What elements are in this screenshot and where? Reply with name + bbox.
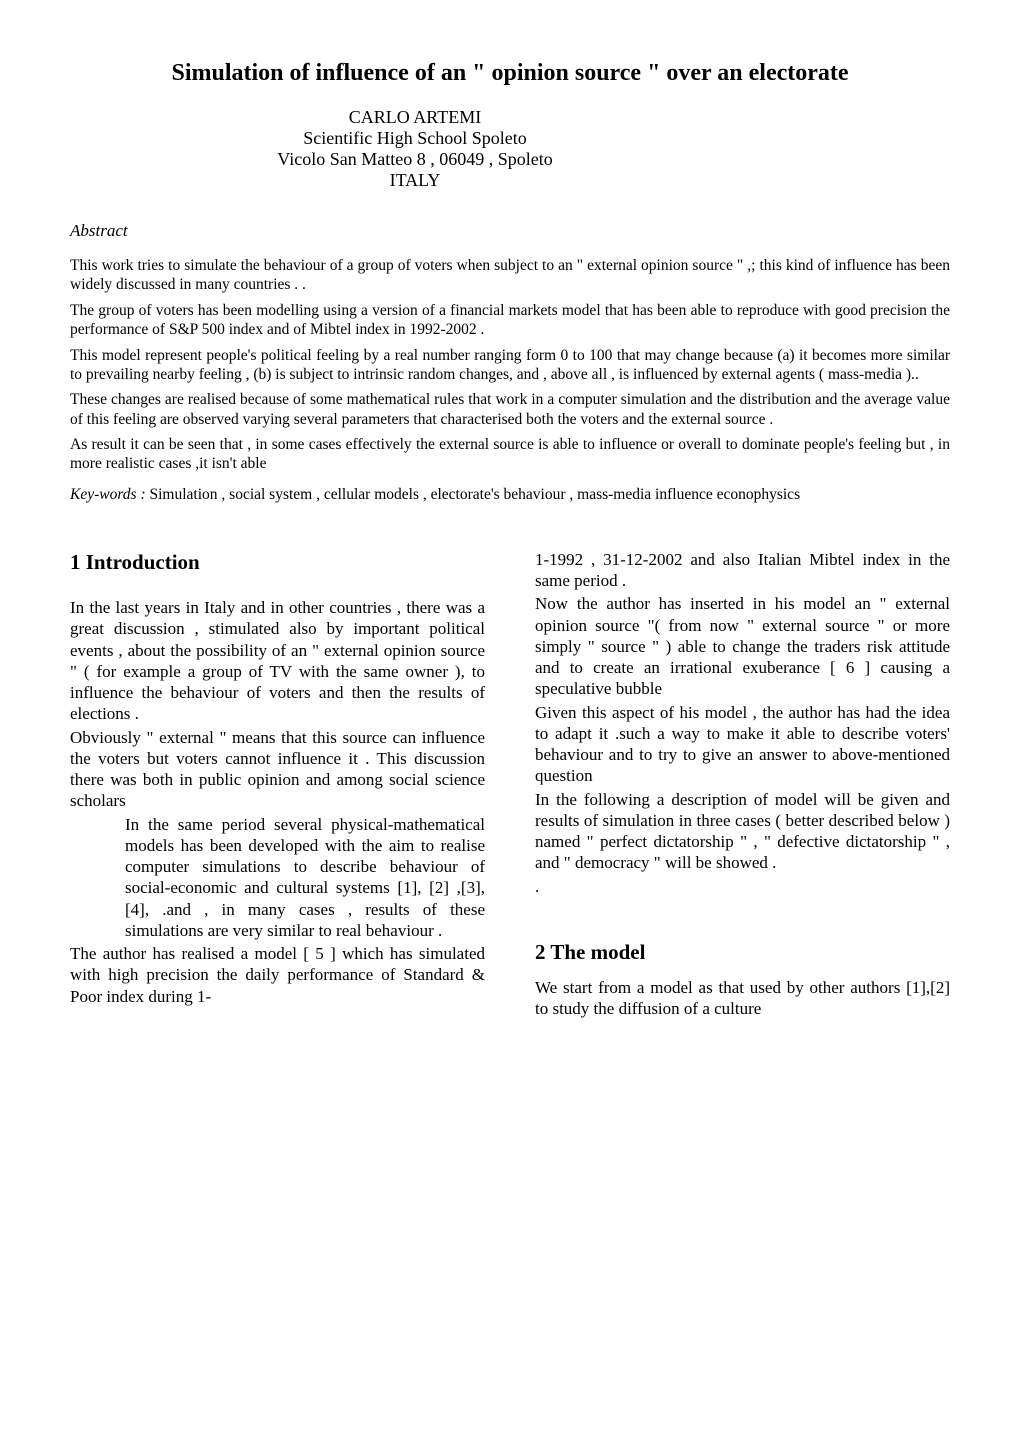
abstract-paragraph: This work tries to simulate the behaviou…: [70, 256, 950, 295]
abstract-paragraph: The group of voters has been modelling u…: [70, 301, 950, 340]
author-name: CARLO ARTEMI: [0, 107, 950, 128]
body-paragraph: 1-1992 , 31-12-2002 and also Italian Mib…: [535, 549, 950, 592]
paper-title: Simulation of influence of an " opinion …: [70, 60, 950, 87]
body-paragraph: .: [535, 876, 950, 897]
abstract-paragraph: This model represent people's political …: [70, 346, 950, 385]
author-block: CARLO ARTEMI Scientific High School Spol…: [0, 107, 950, 191]
body-paragraph: Now the author has inserted in his model…: [535, 593, 950, 699]
section-heading-model: 2 The model: [535, 939, 950, 965]
body-paragraph: Given this aspect of his model , the aut…: [535, 702, 950, 787]
body-paragraph: Obviously " external " means that this s…: [70, 727, 485, 812]
abstract-paragraph: These changes are realised because of so…: [70, 390, 950, 429]
body-paragraph: In the last years in Italy and in other …: [70, 597, 485, 725]
abstract-paragraph: As result it can be seen that , in some …: [70, 435, 950, 474]
author-country: ITALY: [0, 170, 950, 191]
keywords-label: Key-words :: [70, 486, 146, 503]
body-paragraph-indented: In the same period several physical-math…: [70, 814, 485, 942]
body-paragraph: In the following a description of model …: [535, 789, 950, 874]
abstract-heading: Abstract: [70, 221, 950, 241]
body-paragraph: We start from a model as that used by ot…: [535, 977, 950, 1020]
author-address: Vicolo San Matteo 8 , 06049 , Spoleto: [0, 149, 950, 170]
section-heading-introduction: 1 Introduction: [70, 549, 485, 575]
body-paragraph: The author has realised a model [ 5 ] wh…: [70, 943, 485, 1007]
left-column: 1 Introduction In the last years in Ital…: [70, 549, 485, 1022]
author-affiliation: Scientific High School Spoleto: [0, 128, 950, 149]
keywords-text: Simulation , social system , cellular mo…: [146, 486, 800, 503]
two-column-layout: 1 Introduction In the last years in Ital…: [70, 549, 950, 1022]
right-column: 1-1992 , 31-12-2002 and also Italian Mib…: [535, 549, 950, 1022]
keywords: Key-words : Simulation , social system ,…: [70, 486, 950, 504]
